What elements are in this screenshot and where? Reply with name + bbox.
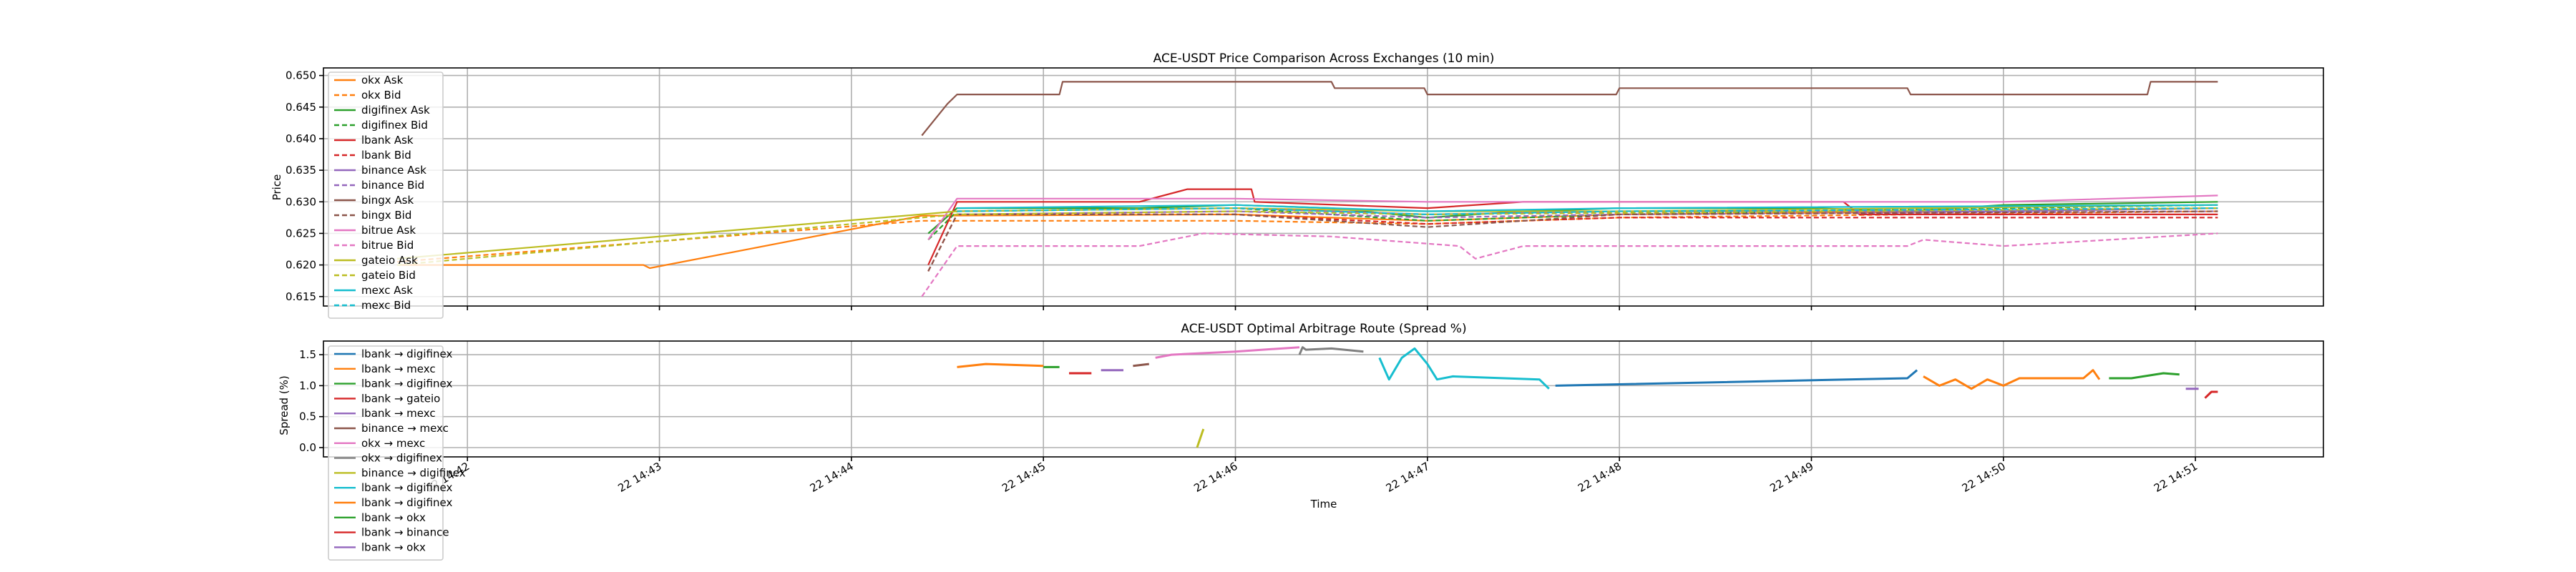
series-line-6 — [1133, 363, 1149, 368]
y-tick-label: 0.650 — [286, 69, 316, 82]
series-line-14 — [396, 207, 2218, 266]
spread-chart-title: ACE-USDT Optimal Arbitrage Route (Spread… — [1181, 322, 1466, 336]
series-line-15 — [957, 204, 2218, 212]
legend-entry: okx Bid — [361, 89, 401, 102]
y-tick-label: 0.630 — [286, 195, 316, 208]
legend-entry: lbank → digifinex — [361, 496, 452, 509]
price-chart: ACE-USDT Price Comparison Across Exchang… — [270, 51, 2324, 319]
series-line-1 — [1555, 369, 1918, 387]
legend-box — [328, 72, 444, 319]
legend-entry: bingx Ask — [361, 194, 414, 207]
y-tick-label: 0.645 — [286, 101, 316, 114]
legend-entry: lbank → digifinex — [361, 347, 452, 360]
y-tick-label: 0.0 — [299, 441, 316, 454]
series-line-12 — [2109, 372, 2180, 380]
price-chart-ylabel: Price — [270, 174, 283, 201]
y-tick-label: 0.620 — [286, 259, 316, 272]
legend-entry: mexc Bid — [361, 299, 411, 312]
legend-entry: okx Ask — [361, 74, 404, 87]
spread-chart: ACE-USDT Optimal Arbitrage Route (Spread… — [278, 322, 2324, 561]
series-line-5 — [927, 188, 2218, 266]
y-tick-label: 0.625 — [286, 227, 316, 240]
legend-entry: binance → mexc — [361, 422, 449, 435]
legend-entry: lbank Ask — [361, 134, 414, 147]
y-tick-label: 0.640 — [286, 132, 316, 145]
legend-entry: gateio Bid — [361, 269, 416, 282]
series-line-8 — [1298, 346, 1364, 355]
series-line-12 — [921, 232, 2218, 297]
legend-box — [328, 345, 444, 561]
legend-entry: lbank → digifinex — [361, 481, 452, 494]
legend-entry: lbank → binance — [361, 526, 449, 539]
legend-entry: binance Bid — [361, 179, 424, 192]
legend-entry: binance Ask — [361, 164, 426, 177]
price-chart-title: ACE-USDT Price Comparison Across Exchang… — [1153, 51, 1495, 66]
legend-entry: mexc Ask — [361, 284, 413, 297]
series-line-13 — [396, 204, 2218, 260]
series-line-13 — [2204, 390, 2218, 399]
legend-entry: bitrue Bid — [361, 239, 414, 252]
legend-entry: bingx Bid — [361, 209, 411, 222]
legend-entry: lbank → mexc — [361, 363, 436, 375]
legend-entry: lbank → okx — [361, 541, 426, 553]
series-line-9 — [1196, 428, 1205, 448]
legend-entry: okx → digifinex — [361, 452, 442, 465]
legend-entry: digifinex Bid — [361, 119, 428, 132]
legend-entry: lbank → digifinex — [361, 378, 452, 390]
spread-chart-xlabel: Time — [1310, 498, 1337, 511]
legend-entry: lbank → mexc — [361, 407, 436, 420]
series-line-7 — [1155, 346, 1300, 359]
series-line-16 — [957, 207, 2218, 215]
legend-entry: okx → mexc — [361, 437, 425, 450]
legend-entry: digifinex Ask — [361, 104, 430, 117]
y-tick-label: 0.5 — [299, 410, 316, 423]
series-line-11 — [927, 194, 2218, 240]
series-line-2 — [957, 363, 1044, 368]
legend-entry: lbank Bid — [361, 149, 411, 162]
y-tick-label: 1.0 — [299, 379, 316, 392]
series-line-9 — [921, 81, 2218, 137]
y-tick-label: 0.635 — [286, 164, 316, 177]
legend-entry: lbank → gateio — [361, 392, 440, 405]
price-chart-frame — [323, 67, 2324, 307]
y-tick-label: 1.5 — [299, 348, 316, 361]
legend-entry: binance → digifinex — [361, 466, 466, 479]
series-line-11 — [1923, 369, 2101, 390]
spread-chart-ylabel: Spread (%) — [278, 375, 291, 435]
series-line-10 — [1378, 347, 1550, 390]
spread-chart-frame — [323, 340, 2324, 458]
legend-entry: bitrue Ask — [361, 224, 416, 237]
series-line-2 — [396, 210, 2218, 263]
legend-entry: gateio Ask — [361, 254, 418, 267]
legend-entry: lbank → okx — [361, 511, 426, 524]
y-tick-label: 0.615 — [286, 290, 316, 303]
